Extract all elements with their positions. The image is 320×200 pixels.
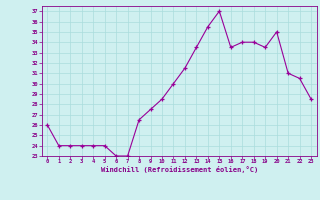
X-axis label: Windchill (Refroidissement éolien,°C): Windchill (Refroidissement éolien,°C)	[100, 166, 258, 173]
